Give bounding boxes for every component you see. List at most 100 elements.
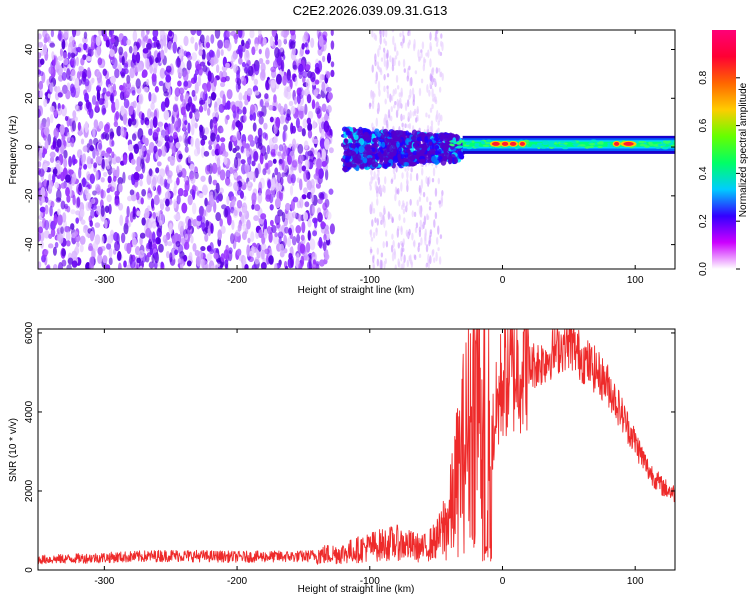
band-speckle (466, 146, 473, 150)
streak-mark (392, 89, 395, 97)
noise-mark (132, 100, 137, 109)
cloud-mark (457, 150, 463, 155)
streak-mark (383, 73, 386, 81)
noise-mark (310, 37, 315, 48)
noise-mark (153, 67, 157, 75)
band-speckle (450, 140, 455, 143)
noise-mark (136, 210, 141, 217)
noise-mark (136, 101, 141, 113)
noise-mark (312, 217, 318, 224)
streak-mark (382, 47, 386, 53)
noise-mark (177, 80, 182, 87)
noise-mark (104, 205, 110, 214)
noise-mark (264, 248, 270, 255)
noise-mark (159, 213, 165, 225)
noise-mark (275, 73, 282, 85)
cloud-mark (397, 153, 401, 162)
cloud-mark (353, 134, 359, 141)
noise-mark (304, 158, 310, 171)
streak-mark (440, 198, 443, 207)
noise-mark (65, 230, 71, 241)
noise-mark (288, 227, 293, 236)
noise-mark (74, 234, 81, 243)
cloud-mark (412, 142, 419, 149)
noise-mark (114, 68, 120, 79)
noise-mark (95, 156, 101, 164)
noise-mark (317, 47, 323, 56)
noise-mark (301, 165, 307, 172)
noise-mark (162, 234, 168, 244)
noise-mark (127, 117, 132, 127)
noise-mark (241, 39, 245, 47)
band-speckle (668, 145, 672, 148)
streak-mark (431, 67, 435, 76)
noise-mark (40, 186, 46, 198)
noise-mark (219, 169, 226, 181)
streak-mark (430, 120, 434, 126)
noise-mark (190, 235, 194, 244)
streak-mark (385, 64, 388, 71)
noise-mark (148, 141, 155, 153)
band-speckle (456, 142, 462, 145)
noise-mark (169, 252, 173, 263)
noise-mark (290, 105, 296, 115)
noise-mark (169, 159, 175, 166)
streak-mark (371, 64, 374, 73)
noise-mark (136, 42, 141, 49)
noise-mark (230, 30, 237, 37)
noise-mark (75, 217, 79, 224)
streak-mark (437, 127, 440, 133)
noise-mark (237, 121, 244, 132)
noise-mark (211, 162, 218, 175)
noise-mark (313, 173, 320, 180)
noise-mark (301, 128, 306, 137)
noise-mark (297, 143, 304, 154)
noise-mark (207, 70, 212, 82)
band-speckle (558, 143, 565, 146)
noise-mark (302, 118, 308, 129)
noise-mark (232, 120, 236, 130)
streak-mark (410, 167, 413, 173)
noise-mark (151, 220, 157, 229)
noise-mark (274, 46, 280, 59)
noise-mark (54, 181, 59, 189)
noise-mark (139, 232, 146, 239)
noise-mark (187, 55, 193, 61)
streak-mark (400, 247, 403, 257)
noise-mark (46, 264, 51, 269)
streak-mark (395, 166, 398, 173)
noise-mark (237, 44, 243, 56)
noise-mark (95, 183, 101, 192)
streak-mark (408, 228, 411, 236)
band-speckle (531, 145, 535, 148)
snr-x-tick-label: 100 (627, 576, 644, 587)
noise-mark (325, 86, 332, 93)
cloud-mark (351, 159, 358, 164)
noise-mark (210, 91, 217, 101)
band-speckle (599, 142, 604, 145)
noise-mark (188, 251, 193, 262)
streak-mark (369, 102, 372, 107)
streak-mark (377, 80, 381, 91)
noise-mark (322, 241, 327, 252)
noise-mark (113, 35, 119, 48)
streak-mark (414, 117, 418, 123)
noise-mark (215, 182, 220, 194)
noise-mark (135, 264, 140, 269)
noise-mark (131, 231, 136, 239)
band-speckle (471, 140, 475, 143)
noise-mark (216, 157, 221, 168)
noise-mark (185, 94, 190, 101)
noise-mark (172, 41, 177, 54)
cloud-mark (417, 144, 424, 149)
noise-mark (296, 233, 301, 244)
noise-mark (70, 86, 76, 98)
noise-mark (252, 111, 257, 122)
colorbar-tick-label: 0.6 (698, 118, 709, 132)
noise-mark (127, 144, 134, 152)
noise-mark (180, 106, 186, 116)
noise-mark (241, 231, 247, 241)
noise-mark (267, 180, 272, 189)
band-speckle (491, 146, 496, 149)
noise-mark (190, 136, 194, 147)
